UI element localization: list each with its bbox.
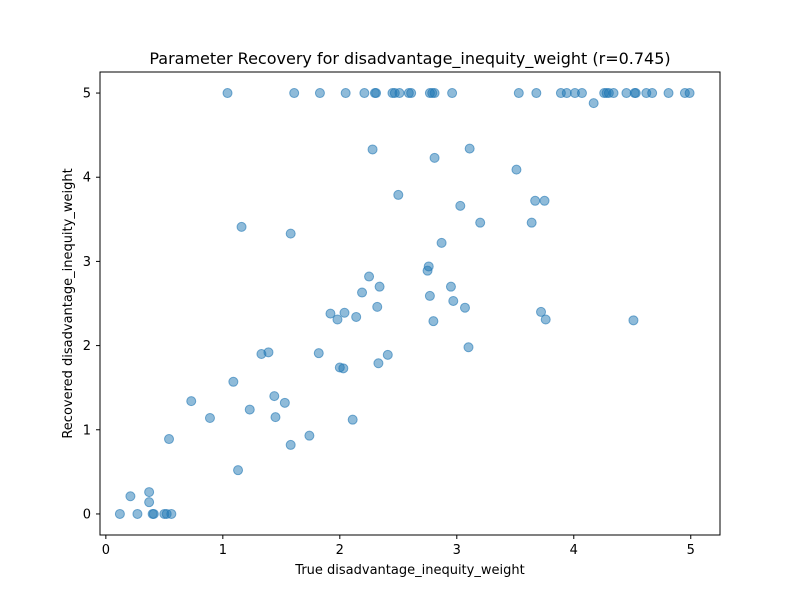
data-point — [285, 439, 296, 450]
data-point — [455, 200, 466, 211]
x-tick-label: 2 — [336, 543, 344, 558]
data-point — [125, 491, 136, 502]
data-point — [164, 434, 175, 445]
data-point — [382, 349, 393, 360]
x-tick-label: 1 — [219, 543, 227, 558]
data-point — [647, 88, 658, 99]
data-point — [144, 487, 155, 498]
data-point — [531, 88, 542, 99]
data-point — [428, 316, 439, 327]
y-axis-label: Recovered disadvantage_inequity_weight — [61, 168, 76, 438]
data-point — [621, 88, 632, 99]
plot-frame — [99, 71, 721, 536]
data-point — [459, 302, 470, 313]
data-point — [448, 295, 459, 306]
data-point — [340, 88, 351, 99]
data-point — [186, 396, 197, 407]
data-point — [132, 508, 143, 519]
data-point — [530, 195, 541, 206]
data-point — [393, 189, 404, 200]
data-point — [144, 497, 155, 508]
data-point — [540, 314, 551, 325]
x-tick-label: 0 — [102, 543, 110, 558]
y-tick-label: 5 — [83, 87, 91, 102]
data-point — [270, 412, 281, 423]
data-point — [511, 164, 522, 175]
data-point — [269, 391, 280, 402]
data-point — [513, 88, 524, 99]
x-axis-label: True disadvantage_inequity_weight — [294, 563, 524, 578]
data-point — [526, 217, 537, 228]
data-point — [338, 363, 349, 374]
data-point — [364, 271, 375, 282]
data-point — [374, 281, 385, 292]
data-point — [289, 88, 300, 99]
data-point — [463, 342, 474, 353]
data-point — [429, 88, 440, 99]
data-point — [372, 301, 383, 312]
data-point — [339, 307, 350, 318]
data-point — [561, 88, 572, 99]
data-point — [244, 404, 255, 415]
data-point — [464, 143, 475, 154]
data-point — [630, 88, 641, 99]
data-point — [406, 88, 417, 99]
data-point — [684, 88, 695, 99]
data-point — [536, 306, 547, 317]
data-point — [475, 217, 486, 228]
data-point — [424, 290, 435, 301]
data-point — [663, 88, 674, 99]
data-point — [314, 88, 325, 99]
data-point — [347, 414, 358, 425]
data-point — [351, 311, 362, 322]
y-tick-label: 4 — [83, 171, 91, 186]
data-point — [263, 347, 274, 358]
data-point — [148, 508, 159, 519]
data-point — [447, 88, 458, 99]
data-point — [304, 430, 315, 441]
data-point — [233, 465, 244, 476]
data-point — [394, 88, 405, 99]
data-point — [436, 237, 447, 248]
data-point — [373, 358, 384, 369]
data-point — [285, 228, 296, 239]
data-point — [332, 314, 343, 325]
y-tick-label: 1 — [83, 423, 91, 438]
data-point — [367, 144, 378, 155]
data-point — [371, 88, 382, 99]
data-point — [204, 412, 215, 423]
data-point — [228, 376, 239, 387]
x-tick-label: 4 — [570, 543, 578, 558]
data-point — [236, 221, 247, 232]
x-axis-ticks: 0 1 2 3 4 5 — [102, 535, 695, 558]
data-point — [423, 261, 434, 272]
data-point — [325, 308, 336, 319]
y-tick-label: 2 — [83, 339, 91, 354]
data-point — [429, 152, 440, 163]
chart-title: Parameter Recovery for disadvantage_ineq… — [149, 49, 670, 69]
data-point — [539, 195, 550, 206]
data-point — [359, 88, 370, 99]
data-point — [114, 508, 125, 519]
data-point — [222, 88, 233, 99]
data-point — [313, 348, 324, 359]
y-tick-label: 0 — [83, 507, 91, 522]
x-tick-label: 3 — [453, 543, 461, 558]
data-point — [628, 315, 639, 326]
data-point — [279, 397, 290, 408]
data-point — [576, 88, 587, 99]
data-point — [608, 88, 619, 99]
data-point — [166, 508, 177, 519]
plot-area — [99, 71, 721, 536]
x-tick-label: 5 — [687, 543, 695, 558]
data-point — [357, 287, 368, 298]
data-point — [588, 98, 599, 109]
markers — [114, 88, 695, 519]
y-axis-ticks: 0 1 2 3 4 5 — [83, 87, 100, 522]
y-tick-label: 3 — [83, 255, 91, 270]
data-point — [445, 281, 456, 292]
